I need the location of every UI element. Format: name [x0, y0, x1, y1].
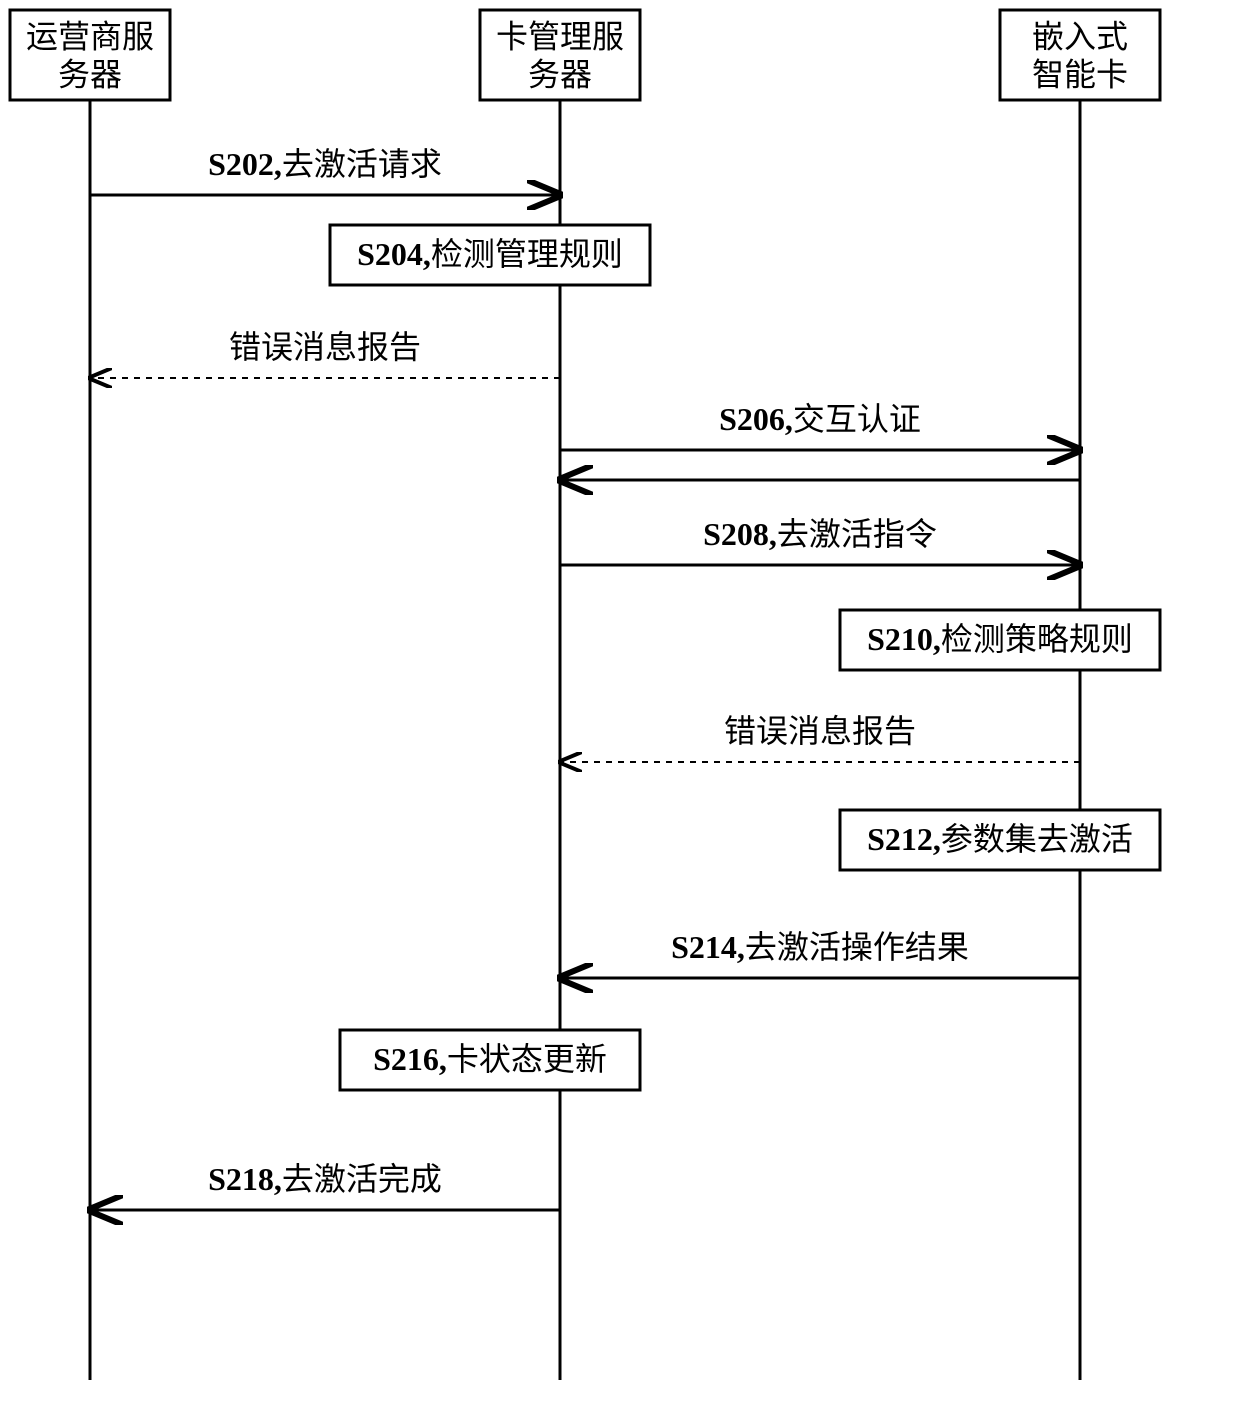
participant-smartcard: 嵌入式 智能卡	[1000, 10, 1160, 1380]
msg-err1: 错误消息报告	[90, 329, 560, 378]
participant-operator-l2: 务器	[58, 56, 122, 92]
participant-cardmgr: 卡管理服 务器	[480, 10, 640, 1380]
svg-text:S202,去激活请求: S202,去激活请求	[208, 146, 442, 182]
msg-s214: S214,去激活操作结果	[560, 929, 1080, 978]
msg-s206: S206,交互认证	[560, 401, 1080, 480]
svg-text:S218,去激活完成: S218,去激活完成	[208, 1161, 442, 1197]
msg-s202: S202,去激活请求	[90, 146, 560, 195]
svg-text:错误消息报告: 错误消息报告	[724, 713, 916, 749]
participant-smartcard-l2: 智能卡	[1032, 56, 1128, 92]
participant-smartcard-l1: 嵌入式	[1032, 18, 1128, 54]
step-s216: S216,卡状态更新	[340, 1030, 640, 1090]
participant-operator-l1: 运营商服	[26, 18, 154, 54]
step-s204: S204,检测管理规则	[330, 225, 650, 285]
msg-s218: S218,去激活完成	[90, 1161, 560, 1210]
svg-text:S204,检测管理规则: S204,检测管理规则	[357, 236, 623, 272]
msg-s208: S208,去激活指令	[560, 516, 1080, 565]
step-s210: S210,检测策略规则	[840, 610, 1160, 670]
svg-text:S212,参数集去激活: S212,参数集去激活	[867, 821, 1133, 857]
svg-text:S214,去激活操作结果: S214,去激活操作结果	[671, 929, 969, 965]
svg-text:S208,去激活指令: S208,去激活指令	[703, 516, 937, 552]
msg-err2: 错误消息报告	[560, 713, 1080, 762]
svg-text:S206,交互认证: S206,交互认证	[719, 401, 921, 437]
svg-text:错误消息报告: 错误消息报告	[229, 329, 421, 365]
step-s212: S212,参数集去激活	[840, 810, 1160, 870]
svg-text:S216,卡状态更新: S216,卡状态更新	[373, 1041, 607, 1077]
participant-cardmgr-l2: 务器	[528, 56, 592, 92]
svg-text:S210,检测策略规则: S210,检测策略规则	[867, 621, 1133, 657]
participant-operator: 运营商服 务器	[10, 10, 170, 1380]
participant-cardmgr-l1: 卡管理服	[496, 18, 624, 54]
